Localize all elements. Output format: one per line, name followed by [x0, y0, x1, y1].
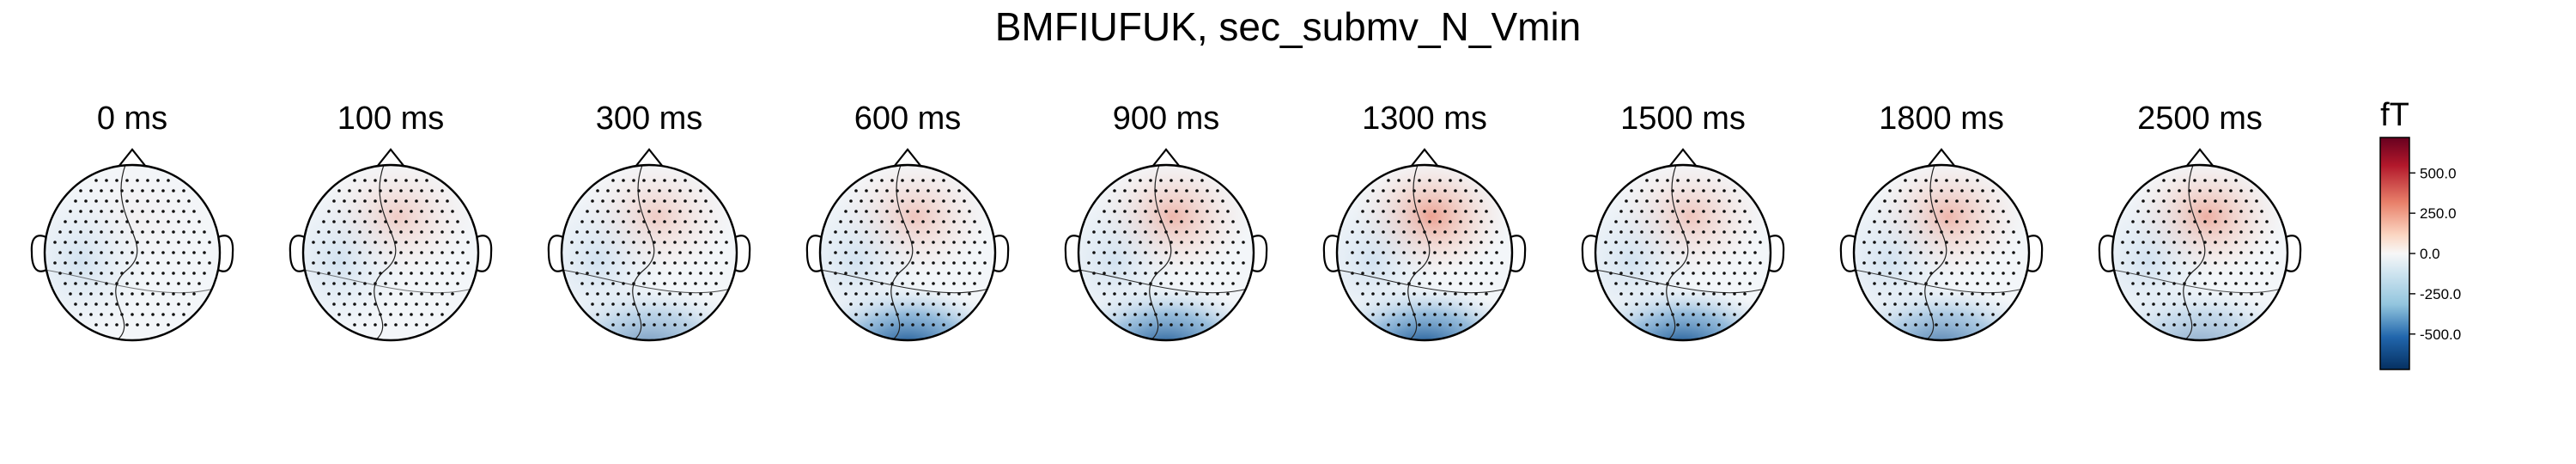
- colorbar-unit: fT: [2380, 97, 2409, 133]
- head-outline: [818, 163, 997, 342]
- topomap-panel: 900 ms: [1064, 101, 1268, 342]
- left-ear: [1581, 235, 1598, 272]
- right-ear: [476, 235, 493, 272]
- contour-line: [45, 269, 220, 294]
- topomap-panel: 1500 ms: [1581, 101, 1785, 342]
- nose: [118, 148, 147, 168]
- contour-line: [820, 269, 995, 294]
- sensor-positions: [570, 179, 728, 327]
- panel-time-label: 900 ms: [1113, 101, 1220, 137]
- head-outline: [1594, 163, 1772, 342]
- right-ear: [1768, 235, 1785, 272]
- nose: [376, 148, 405, 168]
- contour-line: [2112, 269, 2287, 294]
- contour-line: [1854, 269, 2029, 294]
- nose: [893, 148, 922, 168]
- right-ear: [734, 235, 751, 272]
- left-ear: [1839, 235, 1856, 272]
- contour-line: [562, 269, 737, 294]
- left-ear: [805, 235, 823, 272]
- nose: [1927, 148, 1956, 168]
- contour-line: [1149, 165, 1172, 340]
- figure-title: BMFIUFUK, sec_submv_N_Vmin: [994, 4, 1582, 49]
- head-outline: [2111, 163, 2289, 342]
- colorbar-tick-label: 500.0: [2420, 165, 2457, 181]
- sensor-positions: [53, 179, 211, 327]
- nose: [1668, 148, 1698, 168]
- topomap-panel: 2500 ms: [2098, 101, 2302, 342]
- right-ear: [217, 235, 234, 272]
- topomap-panel: 300 ms: [547, 101, 751, 342]
- panel-time-label: 0 ms: [97, 101, 167, 137]
- right-ear: [1251, 235, 1268, 272]
- colorbar-tick-label: -250.0: [2420, 286, 2461, 302]
- head-outline: [301, 163, 480, 342]
- left-ear: [289, 235, 306, 272]
- panel-time-label: 1300 ms: [1362, 101, 1487, 137]
- nose: [635, 148, 664, 168]
- sensor-positions: [829, 179, 987, 327]
- head-outline: [43, 163, 222, 342]
- contour-line: [303, 269, 478, 294]
- sensor-positions: [1862, 179, 2020, 327]
- contour-line: [2183, 165, 2206, 340]
- colorbar-tick-label: -500.0: [2420, 327, 2461, 343]
- topomap-panel: 0 ms: [30, 101, 234, 342]
- left-ear: [30, 235, 47, 272]
- head-outline: [1077, 163, 1255, 342]
- panel-time-label: 300 ms: [596, 101, 703, 137]
- colorbar-tick-label: 0.0: [2420, 246, 2440, 262]
- topomap-panel: 1300 ms: [1322, 101, 1527, 342]
- panel-time-label: 600 ms: [854, 101, 962, 137]
- right-ear: [2026, 235, 2044, 272]
- topomap-panel: 600 ms: [805, 101, 1010, 342]
- sensor-positions: [1604, 179, 1762, 327]
- nose: [2185, 148, 2215, 168]
- nose: [1410, 148, 1439, 168]
- panel-time-label: 100 ms: [337, 101, 445, 137]
- topomap-panel: 100 ms: [289, 101, 493, 342]
- topomap-panel: 1800 ms: [1839, 101, 2044, 342]
- right-ear: [993, 235, 1010, 272]
- contour-line: [1407, 165, 1431, 340]
- contour-line: [1595, 269, 1771, 294]
- contour-line: [374, 165, 397, 340]
- contour-line: [632, 165, 655, 340]
- contour-line: [1337, 269, 1512, 294]
- panel-time-label: 1800 ms: [1879, 101, 2004, 137]
- left-ear: [1322, 235, 1340, 272]
- contour-line: [115, 165, 138, 340]
- nose: [1151, 148, 1181, 168]
- panel-time-label: 1500 ms: [1620, 101, 1746, 137]
- colorbar-tick-label: 250.0: [2420, 205, 2457, 222]
- sensor-positions: [1087, 179, 1245, 327]
- colorbar: fT 500.0 250.0 0.0 -250.0 -500.0: [2379, 97, 2461, 370]
- contour-line: [1924, 165, 1947, 340]
- left-ear: [547, 235, 564, 272]
- sensor-positions: [2121, 179, 2279, 327]
- sensor-positions: [312, 179, 470, 327]
- contour-line: [1666, 165, 1689, 340]
- left-ear: [2098, 235, 2115, 272]
- right-ear: [2285, 235, 2302, 272]
- panel-time-label: 2500 ms: [2137, 101, 2263, 137]
- contour-line: [890, 165, 914, 340]
- colorbar-gradient: [2379, 137, 2410, 370]
- head-outline: [1335, 163, 1514, 342]
- right-ear: [1510, 235, 1527, 272]
- left-ear: [1064, 235, 1081, 272]
- head-outline: [560, 163, 738, 342]
- contour-line: [1078, 269, 1254, 294]
- head-outline: [1852, 163, 2031, 342]
- sensor-positions: [1346, 179, 1504, 327]
